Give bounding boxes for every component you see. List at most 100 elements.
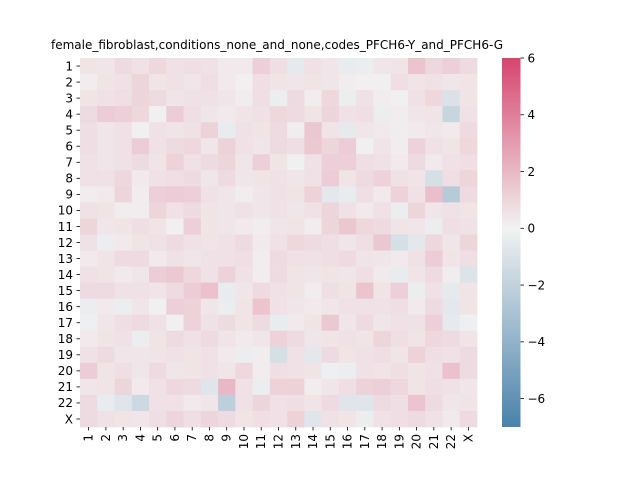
heatmap-cell-15-13 xyxy=(287,282,305,300)
row-tick-label: 12 xyxy=(58,236,73,250)
heatmap-cell-11-22 xyxy=(442,218,461,235)
heatmap-cell-5-1 xyxy=(80,122,98,139)
heatmap-cell-18-2 xyxy=(97,330,115,348)
heatmap-cell-3-11 xyxy=(252,90,271,107)
heatmap-cell-2-3 xyxy=(114,74,133,91)
column-tick-label: 18 xyxy=(375,434,389,449)
heatmap-cell-9-4 xyxy=(131,186,150,203)
heatmap-cell-13-14 xyxy=(304,250,323,267)
heatmap-cell-4-11 xyxy=(252,106,271,123)
heatmap-cell-12-4 xyxy=(131,234,150,251)
heatmap-cell-14-17 xyxy=(356,266,374,284)
heatmap-cell-17-17 xyxy=(356,314,374,332)
heatmap-cell-10-17 xyxy=(356,202,374,219)
heatmap-cell-9-16 xyxy=(338,186,357,203)
heatmap-cell-14-19 xyxy=(390,266,409,284)
heatmap-cell-3-9 xyxy=(218,90,236,107)
heatmap-cell-6-20 xyxy=(407,138,426,155)
heatmap-cell-22-16 xyxy=(338,394,357,412)
heatmap-cell-15-4 xyxy=(131,282,150,300)
heatmap-cell-12-15 xyxy=(321,234,340,251)
heatmap-cell-8-7 xyxy=(183,170,202,187)
heatmap-cell-21-2 xyxy=(97,378,115,396)
heatmap-cell-1-11 xyxy=(252,58,271,75)
heatmap-cell-15-14 xyxy=(304,282,323,300)
heatmap-cell-6-22 xyxy=(442,138,461,155)
heatmap-cell-15-16 xyxy=(338,282,357,300)
heatmap-cell-2-19 xyxy=(390,74,409,91)
heatmap-cell-17-11 xyxy=(252,314,271,332)
heatmap-cell-6-15 xyxy=(321,138,340,155)
heatmap-cell-9-10 xyxy=(235,186,254,203)
heatmap-cell-14-13 xyxy=(287,266,305,284)
heatmap-cell-18-5 xyxy=(149,330,167,348)
heatmap-cell-14-12 xyxy=(269,266,288,284)
heatmap-cell-5-X xyxy=(459,122,478,139)
heatmap-cell-5-22 xyxy=(442,122,461,139)
heatmap-cell-13-20 xyxy=(407,250,426,267)
heatmap-cell-11-20 xyxy=(407,218,426,235)
heatmap-cell-9-13 xyxy=(287,186,305,203)
heatmap-cell-7-7 xyxy=(183,154,202,171)
heatmap-cell-4-5 xyxy=(149,106,167,123)
heatmap-cell-5-2 xyxy=(97,122,115,139)
heatmap-cell-14-2 xyxy=(97,266,115,284)
heatmap-cell-9-17 xyxy=(356,186,374,203)
heatmap-cell-12-14 xyxy=(304,234,323,251)
heatmap-cell-4-14 xyxy=(304,106,323,123)
heatmap-cell-7-3 xyxy=(114,154,133,171)
heatmap-cell-4-7 xyxy=(183,106,202,123)
heatmap-cell-7-17 xyxy=(356,154,374,171)
heatmap-cell-13-3 xyxy=(114,250,133,267)
heatmap-cell-20-20 xyxy=(407,362,426,380)
heatmap-cell-5-11 xyxy=(252,122,271,139)
heatmap-cell-1-9 xyxy=(218,58,236,75)
column-tick-label: 10 xyxy=(237,434,251,449)
row-tick-label: 13 xyxy=(58,252,73,266)
heatmap-cell-12-9 xyxy=(218,234,236,251)
heatmap-cell-12-19 xyxy=(390,234,409,251)
heatmap-cell-18-4 xyxy=(131,330,150,348)
heatmap-cell-11-9 xyxy=(218,218,236,235)
heatmap-cell-X-14 xyxy=(304,410,323,428)
column-tick-label: 13 xyxy=(289,434,303,449)
heatmap-cell-2-4 xyxy=(131,74,150,91)
heatmap-cell-11-18 xyxy=(373,218,392,235)
heatmap-cell-17-8 xyxy=(200,314,219,332)
heatmap-cell-1-19 xyxy=(390,58,409,75)
heatmap-cell-16-8 xyxy=(200,298,219,316)
heatmap-cell-3-3 xyxy=(114,90,133,107)
heatmap-cell-10-2 xyxy=(97,202,115,219)
column-tick-label: 22 xyxy=(444,434,458,449)
heatmap-cell-X-8 xyxy=(200,410,219,428)
heatmap-cell-3-6 xyxy=(166,90,184,107)
heatmap-cell-3-10 xyxy=(235,90,254,107)
heatmap-cell-14-1 xyxy=(80,266,98,284)
heatmap-cell-9-6 xyxy=(166,186,184,203)
heatmap-cell-5-10 xyxy=(235,122,254,139)
colorbar-tick-label: 4 xyxy=(528,108,536,122)
heatmap-cell-2-5 xyxy=(149,74,167,91)
heatmap-cell-4-21 xyxy=(425,106,443,123)
heatmap-cell-17-6 xyxy=(166,314,184,332)
heatmap-cell-8-9 xyxy=(218,170,236,187)
heatmap-cell-8-5 xyxy=(149,170,167,187)
heatmap-cell-19-21 xyxy=(425,346,443,364)
heatmap-cell-17-10 xyxy=(235,314,254,332)
heatmap-cell-9-15 xyxy=(321,186,340,203)
column-tick-label: 11 xyxy=(254,434,268,449)
row-tick-label: 2 xyxy=(65,75,73,89)
heatmap-cell-17-20 xyxy=(407,314,426,332)
heatmap-cell-21-18 xyxy=(373,378,392,396)
heatmap-cell-9-5 xyxy=(149,186,167,203)
heatmap-cell-19-2 xyxy=(97,346,115,364)
heatmap-cell-3-16 xyxy=(338,90,357,107)
row-tick-label: X xyxy=(65,412,73,426)
heatmap-cell-20-14 xyxy=(304,362,323,380)
colorbar-tick-label: 0 xyxy=(528,222,536,236)
heatmap-cell-12-11 xyxy=(252,234,271,251)
heatmap-cell-21-20 xyxy=(407,378,426,396)
heatmap-cell-13-5 xyxy=(149,250,167,267)
heatmap-cell-18-1 xyxy=(80,330,98,348)
heatmap-cell-11-16 xyxy=(338,218,357,235)
